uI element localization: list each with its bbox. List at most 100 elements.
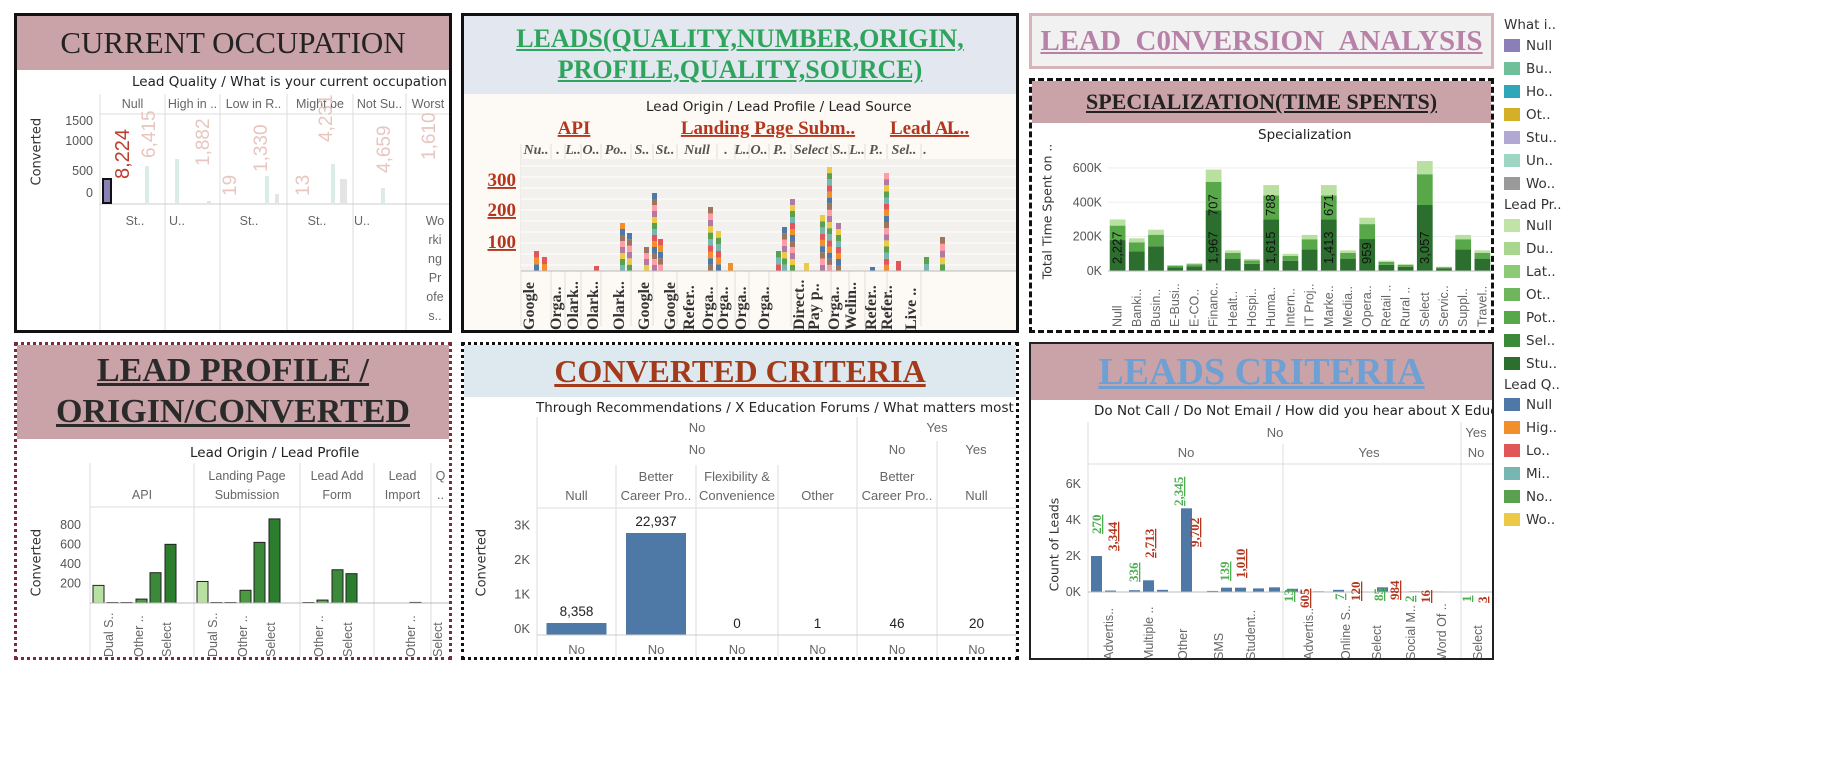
- legend-swatch: [1504, 242, 1520, 255]
- converted-bottom-label: No: [568, 642, 585, 657]
- legend-item[interactable]: Bu..: [1504, 61, 1552, 77]
- legend-label: Du..: [1526, 241, 1554, 257]
- occupation-y-tick: 1500: [65, 114, 93, 128]
- profile-origin-x-label: Other ..: [404, 615, 418, 657]
- leads-bar-segment: [884, 228, 889, 235]
- converted-bottom-label: No: [809, 642, 826, 657]
- specialization-category-label: E-Busi..: [1168, 283, 1182, 327]
- leads-title-line1: LEADS(QUALITY,NUMBER,ORIGIN,: [516, 24, 964, 54]
- legend-swatch: [1504, 131, 1520, 144]
- leads-criteria-bar: [1207, 590, 1218, 592]
- profile-origin-x-label: Other ..: [312, 615, 326, 657]
- leads-criteria-x-label: Word Of ..: [1435, 603, 1449, 660]
- leads-bar-segment: [534, 264, 539, 271]
- legend-item[interactable]: Mi..: [1504, 466, 1550, 482]
- specialization-bar-segment: [1397, 264, 1414, 265]
- specialization-bar-segment: [1416, 205, 1433, 271]
- legend-item[interactable]: Du..: [1504, 241, 1554, 257]
- legend-item[interactable]: Null: [1504, 397, 1552, 413]
- legend-item[interactable]: Stu..: [1504, 356, 1557, 372]
- converted-bottom-label: No: [648, 642, 665, 657]
- legend-item[interactable]: Wo..: [1504, 512, 1555, 528]
- profile-origin-bar: [331, 569, 344, 604]
- legend-swatch: [1504, 311, 1520, 324]
- specialization-bar-segment: [1397, 266, 1414, 271]
- legend-item[interactable]: Sel..: [1504, 333, 1555, 349]
- occupation-bar-label: 6,415: [139, 110, 160, 158]
- legend-label: Null: [1526, 218, 1553, 234]
- legend-label: Pot..: [1526, 310, 1556, 326]
- profile-origin-subtitle: Lead Origin / Lead Profile: [190, 445, 360, 461]
- specialization-bar-segment: [1301, 249, 1318, 271]
- leads-bar-segment: [790, 223, 795, 229]
- profile-origin-x-label: Select: [431, 622, 445, 657]
- converted-title: CONVERTED CRITERIA: [554, 352, 926, 389]
- leads-bar-segment: [627, 258, 632, 265]
- leads-criteria-level1-label: No: [1267, 425, 1284, 440]
- leads-source-label: Olark..: [585, 281, 602, 330]
- legend-item[interactable]: Un..: [1504, 153, 1553, 169]
- legend-item[interactable]: Pot..: [1504, 310, 1556, 326]
- leads-bar-segment: [940, 257, 945, 265]
- specialization-bar-segment: [1205, 169, 1222, 182]
- leads-bar-segment: [884, 258, 889, 265]
- specialization-y-tick: 400K: [1073, 195, 1103, 209]
- legend-item[interactable]: Lat..: [1504, 264, 1556, 280]
- leads-bar-segment: [820, 264, 825, 271]
- legend-item[interactable]: Wo..: [1504, 176, 1555, 192]
- legend-label: Ot..: [1526, 107, 1551, 123]
- legend-item[interactable]: Null: [1504, 218, 1552, 234]
- leads-criteria-red-label: 3: [1475, 596, 1490, 603]
- converted-column-header: Career Pro..: [621, 488, 692, 503]
- leads-bar-segment: [708, 219, 713, 227]
- occupation-bar-label: 4,231: [316, 94, 337, 142]
- legend-item[interactable]: Hig..: [1504, 420, 1557, 436]
- leads-bar-segment: [827, 215, 832, 223]
- specialization-bar-segment: [1378, 264, 1395, 271]
- leads-bar-segment: [884, 234, 889, 241]
- leads-bar-segment: [708, 245, 713, 252]
- leads-origin-header: Landing Page Subm..: [681, 118, 855, 139]
- leads-criteria-y-tick: 6K: [1066, 477, 1082, 491]
- leads-bar-segment: [827, 252, 832, 259]
- specialization-bar-segment: [1205, 210, 1222, 271]
- leads-bar-segment: [827, 222, 832, 229]
- converted-bottom-label: No: [889, 642, 906, 657]
- occupation-row-label: U..: [354, 214, 370, 228]
- occupation-bar: [265, 176, 269, 203]
- leads-criteria-green-label: 139: [1217, 561, 1232, 581]
- legend-item[interactable]: Null: [1504, 38, 1552, 54]
- specialization-category-label: Media..: [1341, 286, 1355, 327]
- leads-bar-segment: [716, 257, 721, 265]
- conversion-title: LEAD_C0NVERSION_ANALYSIS: [1040, 24, 1483, 57]
- occupation-y-tick: 0: [86, 186, 93, 200]
- leads-bar-segment: [836, 253, 841, 259]
- specialization-bar-label: 788: [1263, 194, 1278, 216]
- converted-bar-label: 22,937: [635, 514, 676, 529]
- specialization-bar-segment: [1474, 258, 1491, 271]
- leads-bar-segment: [708, 232, 713, 239]
- leads-profile-header: S..: [833, 143, 848, 158]
- legend-item[interactable]: Stu..: [1504, 130, 1557, 146]
- legend-label: Stu..: [1526, 130, 1558, 146]
- specialization-bar-segment: [1282, 253, 1299, 256]
- leads-bar-segment: [708, 258, 713, 265]
- converted-bar-label: 0: [733, 616, 741, 631]
- profile-origin-bar: [149, 572, 162, 604]
- leads-source-label: Orga..: [548, 286, 565, 330]
- leads-criteria-header: LEADS CRITERIA: [1031, 344, 1492, 400]
- legend-item[interactable]: Ho..: [1504, 84, 1553, 100]
- occupation-row-label: St..: [126, 214, 145, 228]
- legend-item[interactable]: Lo..: [1504, 443, 1550, 459]
- leads-criteria-red-label: 1,010: [1233, 549, 1248, 578]
- leads-bar-segment: [652, 193, 657, 199]
- legend-item[interactable]: Ot..: [1504, 287, 1551, 303]
- leads-bar-segment: [534, 251, 539, 258]
- leads-bar-segment: [716, 244, 721, 251]
- legend-item[interactable]: Ot..: [1504, 107, 1551, 123]
- leads-bar-segment: [827, 197, 832, 204]
- specialization-bar-segment: [1128, 242, 1145, 252]
- leads-bar-segment: [620, 247, 625, 253]
- leads-bar-segment: [820, 246, 825, 253]
- legend-item[interactable]: No..: [1504, 489, 1553, 505]
